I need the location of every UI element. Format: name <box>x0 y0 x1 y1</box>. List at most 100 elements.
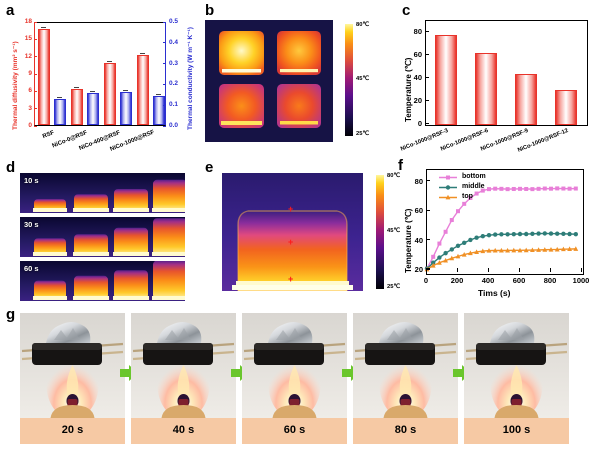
panel-a-ytick-left-0: 0 <box>28 122 32 129</box>
panel-b-thermal-image <box>205 20 333 142</box>
panel-g-photo-content-4 <box>464 313 569 418</box>
panel-g: g 20 s 40 s 60 s 80 s 100 s <box>0 305 600 450</box>
panel-a-ylabel-left: Thermal diffusivity (mm² s⁻¹) <box>12 41 19 130</box>
panel-f-legend-label-middle: middle <box>462 183 485 190</box>
panel-f-point-middle-11 <box>493 232 498 237</box>
panel-f-point-middle-4 <box>449 247 454 252</box>
panel-a-errorbar-diffusivity-0 <box>41 26 46 30</box>
panel-f-point-bottom-13 <box>505 187 510 192</box>
panel-d-time-tag-1: 30 s <box>24 220 39 229</box>
panel-f-point-middle-7 <box>468 237 473 243</box>
panel-g-time-label-4: 100 s <box>502 424 531 436</box>
panel-f-point-bottom-1 <box>431 254 436 259</box>
panel-c-ytick-4: 80 <box>413 27 422 37</box>
panel-a-bar-diffusivity-3 <box>136 55 149 125</box>
panel-f-point-bottom-3 <box>443 229 448 234</box>
panel-f-xtick-mark-1 <box>457 268 459 272</box>
panel-f-point-bottom-5 <box>456 209 460 214</box>
panel-f-point-bottom-9 <box>480 188 485 193</box>
panel-f-point-middle-14 <box>511 231 516 237</box>
panel-f-point-bottom-19 <box>542 186 547 191</box>
panel-f-point-top-11 <box>492 247 498 253</box>
panel-f-ytick-mark-0 <box>426 268 430 270</box>
panel-g-label-band-2 <box>242 418 347 444</box>
panel-d-time-tag-2: 60 s <box>24 264 39 273</box>
panel-f-xtick-mark-2 <box>488 268 490 272</box>
panel-a-bar-diffusivity-2 <box>103 62 116 125</box>
panel-f-ytick-2: 60 <box>414 206 423 216</box>
panel-a-ytick-left-4: 12 <box>24 52 32 60</box>
panel-f-point-middle-21 <box>555 231 560 236</box>
panel-d-strip-0 <box>20 173 185 213</box>
panel-a-ytick-right-1: 0.1 <box>169 101 179 109</box>
panel-f-legend-marker-bottom <box>439 175 457 180</box>
panel-a-bar-conductivity-3 <box>152 95 165 125</box>
panel-c-bar-1 <box>475 53 497 125</box>
panel-f-point-top-13 <box>505 247 510 253</box>
panel-c-ylabel: Temperature (℃) <box>404 57 413 122</box>
panel-c-ytick-3: 60 <box>413 50 422 60</box>
panel-f-xlabel: Tims (s) <box>478 288 511 298</box>
panel-e-image-content <box>222 173 363 291</box>
panel-f-point-top-15 <box>517 247 523 253</box>
panel-a-ytick-left-mark-0 <box>34 125 37 127</box>
panel-f-label: f <box>398 157 403 174</box>
panel-g-label: g <box>6 306 16 323</box>
panel-c-label: c <box>402 2 411 19</box>
panel-f-point-top-5 <box>455 253 461 259</box>
panel-a-ytick-left-2: 6 <box>28 87 32 95</box>
panel-f-point-middle-20 <box>548 231 554 236</box>
panel-f-point-bottom-11 <box>493 186 498 191</box>
panel-f-point-bottom-23 <box>567 186 572 191</box>
panel-g-photo-1 <box>131 313 236 418</box>
panel-f-xtick-4: 800 <box>543 276 557 285</box>
panel-a-ytick-right-mark-0 <box>163 125 166 127</box>
panel-f-point-middle-6 <box>462 240 467 246</box>
panel-f-point-bottom-21 <box>555 186 560 191</box>
panel-g-time-label-1: 40 s <box>172 424 195 436</box>
panel-e-colorbar <box>376 175 384 289</box>
panel-f-plot-area <box>424 169 584 275</box>
panel-c-ytick-mark-2 <box>425 76 429 78</box>
panel-f-point-top-12 <box>499 247 504 253</box>
panel-f-xtick-mark-4 <box>550 268 552 272</box>
panel-f-point-bottom-8 <box>474 191 479 196</box>
panel-d-strip-image-0 <box>20 173 185 213</box>
panel-g-photo-content-0 <box>20 313 125 418</box>
panel-f-point-middle-1 <box>431 260 436 265</box>
panel-g-photo-content-2 <box>242 313 347 418</box>
panel-f-legend-label-bottom: bottom <box>462 173 486 180</box>
panel-f-point-top-21 <box>554 246 560 252</box>
panel-e-colorbar-max: 80℃ <box>387 173 400 179</box>
panel-b: b <box>190 0 390 155</box>
panel-a-ytick-right-5: 0.5 <box>169 18 179 25</box>
panel-g-time-label-2: 60 s <box>283 424 306 436</box>
panel-b-image-content <box>205 20 333 142</box>
panel-b-colorbar-mid: 45℃ <box>356 76 369 82</box>
panel-f-lines <box>424 186 579 272</box>
panel-g-label-band-0 <box>20 418 125 444</box>
panel-f-point-top-1 <box>430 263 436 268</box>
panel-g-time-label-0: 20 s <box>61 424 84 436</box>
panel-e-marker-bottom: + <box>288 274 294 284</box>
panel-f-xtick-0: 0 <box>423 276 429 285</box>
panel-f-ytick-mark-2 <box>426 209 430 211</box>
panel-f-xtick-mark-5 <box>581 268 583 272</box>
panel-a-bar-conductivity-1 <box>86 92 99 125</box>
panel-a-ytick-right-0: 0.0 <box>169 122 179 129</box>
panel-c: c Temperature (℃) 0 20 40 60 80 NiCo-1000@RS… <box>390 0 600 155</box>
panel-f-point-middle-5 <box>455 243 461 248</box>
panel-a-errorbar-diffusivity-1 <box>74 87 79 90</box>
panel-f-point-bottom-4 <box>449 218 454 223</box>
panel-f-legend-label-top: top <box>462 193 473 200</box>
panel-c-ytick-1: 20 <box>413 96 422 106</box>
panel-f-point-middle-9 <box>480 234 485 239</box>
panel-f-ytick-mark-1 <box>426 239 430 241</box>
panel-a-bar-conductivity-2 <box>119 92 132 125</box>
panel-f-point-bottom-17 <box>530 187 535 192</box>
panel-d-time-tag-0: 10 s <box>24 176 39 185</box>
panel-f-xtick-3: 600 <box>512 276 526 285</box>
panel-f-legend-marker-middle <box>439 185 457 190</box>
panel-f-point-top-14 <box>511 247 517 253</box>
panel-a-ytick-left-3: 9 <box>28 70 32 77</box>
